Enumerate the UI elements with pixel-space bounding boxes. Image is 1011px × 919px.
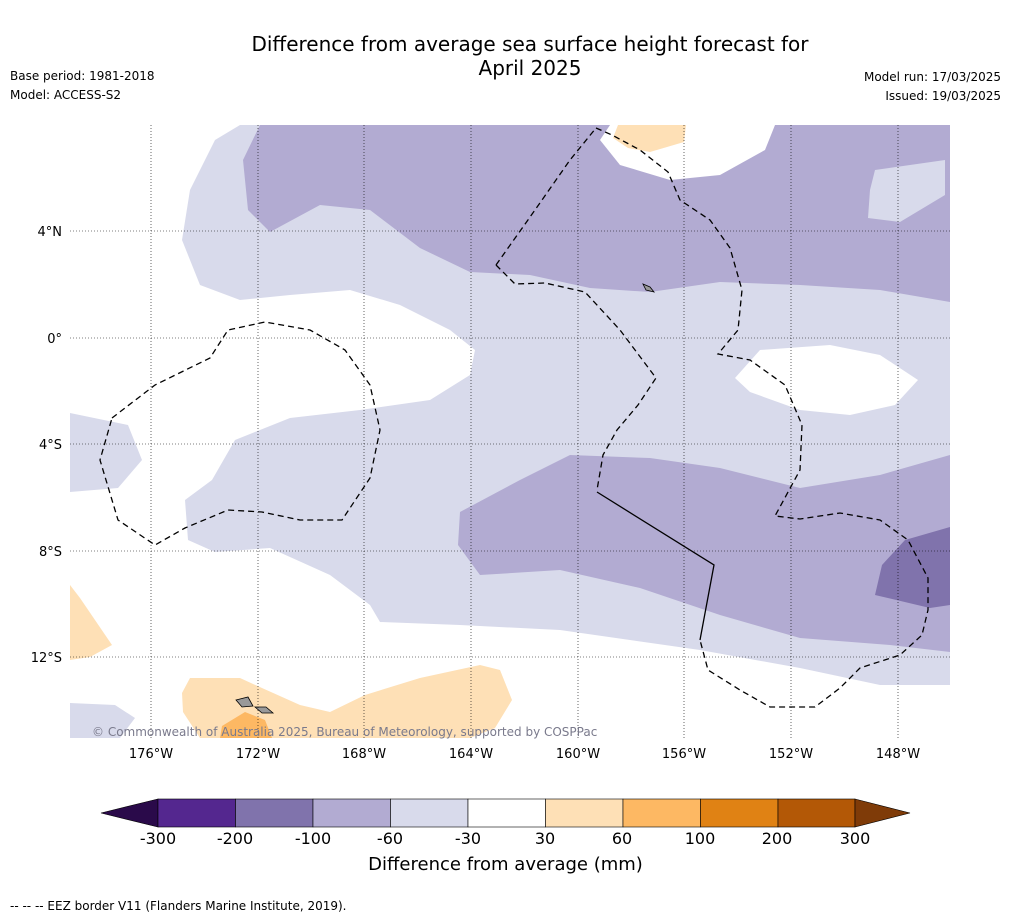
eez-legend-note: -- -- -- EEZ border V11 (Flanders Marine… — [10, 899, 347, 913]
colorbar-tick: 60 — [611, 829, 633, 848]
eez-tokelau-phoenix — [99, 321, 381, 546]
colorbar-tick: -100 — [294, 829, 332, 848]
lat-label-8s: 8°S — [39, 545, 62, 560]
map-title: Difference from average sea surface heig… — [180, 32, 880, 80]
contour-pos30-north — [613, 125, 686, 152]
colorbar — [100, 798, 911, 828]
colorbar-title: Difference from average (mm) — [368, 854, 643, 875]
lat-label-0: 0° — [47, 332, 62, 347]
colorbar-bin-pos30 — [545, 798, 624, 828]
contour-pos30-west — [70, 585, 112, 660]
lat-label-12s: 12°S — [31, 651, 62, 666]
lon-label-160w: 160°W — [556, 747, 600, 762]
issued-date: Issued: 19/03/2025 — [885, 89, 1001, 103]
title-line-2: April 2025 — [478, 56, 582, 80]
lon-label-152w: 152°W — [769, 747, 813, 762]
colorbar-bin-neg100 — [235, 798, 314, 828]
lon-label-156w: 156°W — [662, 747, 706, 762]
contour-neg60-south — [458, 455, 950, 652]
eez-borders — [99, 127, 929, 708]
base-period: Base period: 1981-2018 — [10, 69, 155, 83]
contour-pos30-south — [182, 665, 512, 738]
meta-left: Base period: 1981-2018 Model: ACCESS-S2 — [10, 67, 155, 105]
eez-central-south — [495, 264, 657, 491]
meta-right: Model run: 17/03/2025 Issued: 19/03/2025 — [864, 68, 1001, 106]
colorbar-tick: -60 — [376, 829, 404, 848]
lat-label-4n: 4°N — [38, 225, 63, 240]
lon-label-148w: 148°W — [876, 747, 920, 762]
colorbar-tick: 30 — [534, 829, 556, 848]
island-christmas — [642, 283, 656, 293]
contour-neg30-south — [70, 703, 135, 738]
lon-labels: 176°W 172°W 168°W 164°W 160°W 156°W 152°… — [129, 747, 920, 762]
colorbar-extend-low — [100, 798, 159, 828]
contour-neutral-east — [735, 345, 918, 415]
colorbar-tick: -300 — [139, 829, 177, 848]
island-upolu — [253, 706, 275, 714]
colorbar-bin-pos60 — [622, 798, 701, 828]
contour-pos60 — [220, 712, 272, 738]
colorbar-bin-neg60 — [312, 798, 391, 828]
contour-neg100 — [875, 527, 950, 608]
colorbar-bin-neutral — [467, 798, 546, 828]
colorbar-tick: 100 — [684, 829, 716, 848]
lon-label-164w: 164°W — [449, 747, 493, 762]
gridlines — [70, 125, 950, 738]
lon-label-176w: 176°W — [129, 747, 173, 762]
contour-neg60-north — [243, 125, 950, 302]
colorbar-tick: -200 — [216, 829, 254, 848]
island-savaii — [235, 696, 254, 708]
colorbar-bin-pos100 — [700, 798, 779, 828]
colorbar-tick: 200 — [761, 829, 793, 848]
copyright-text: © Commonwealth of Australia 2025, Bureau… — [92, 725, 597, 739]
colorbar-tick: 300 — [839, 829, 871, 848]
lon-label-168w: 168°W — [342, 747, 386, 762]
eez-boundary-solid — [596, 491, 715, 641]
model-run: Model run: 17/03/2025 — [863, 70, 1001, 84]
colorbar-tick: -30 — [454, 829, 482, 848]
eez-line-islands — [595, 127, 929, 708]
colorbar-extend-high — [854, 798, 911, 828]
lat-label-4s: 4°S — [39, 438, 62, 453]
lon-label-172w: 172°W — [236, 747, 280, 762]
eez-kiribati-central — [495, 127, 597, 266]
model-name: Model: ACCESS-S2 — [10, 88, 122, 102]
map-field — [70, 125, 950, 738]
contour-neg30-west — [70, 413, 142, 492]
title-line-1: Difference from average sea surface heig… — [251, 32, 809, 56]
colorbar-bin-neg30 — [390, 798, 469, 828]
lat-labels: 4°N 0° 4°S 8°S 12°S — [31, 225, 62, 666]
colorbar-bin-pos200 — [777, 798, 856, 828]
colorbar-bin-neg200 — [157, 798, 236, 828]
contour-neutral-ne — [868, 160, 945, 222]
